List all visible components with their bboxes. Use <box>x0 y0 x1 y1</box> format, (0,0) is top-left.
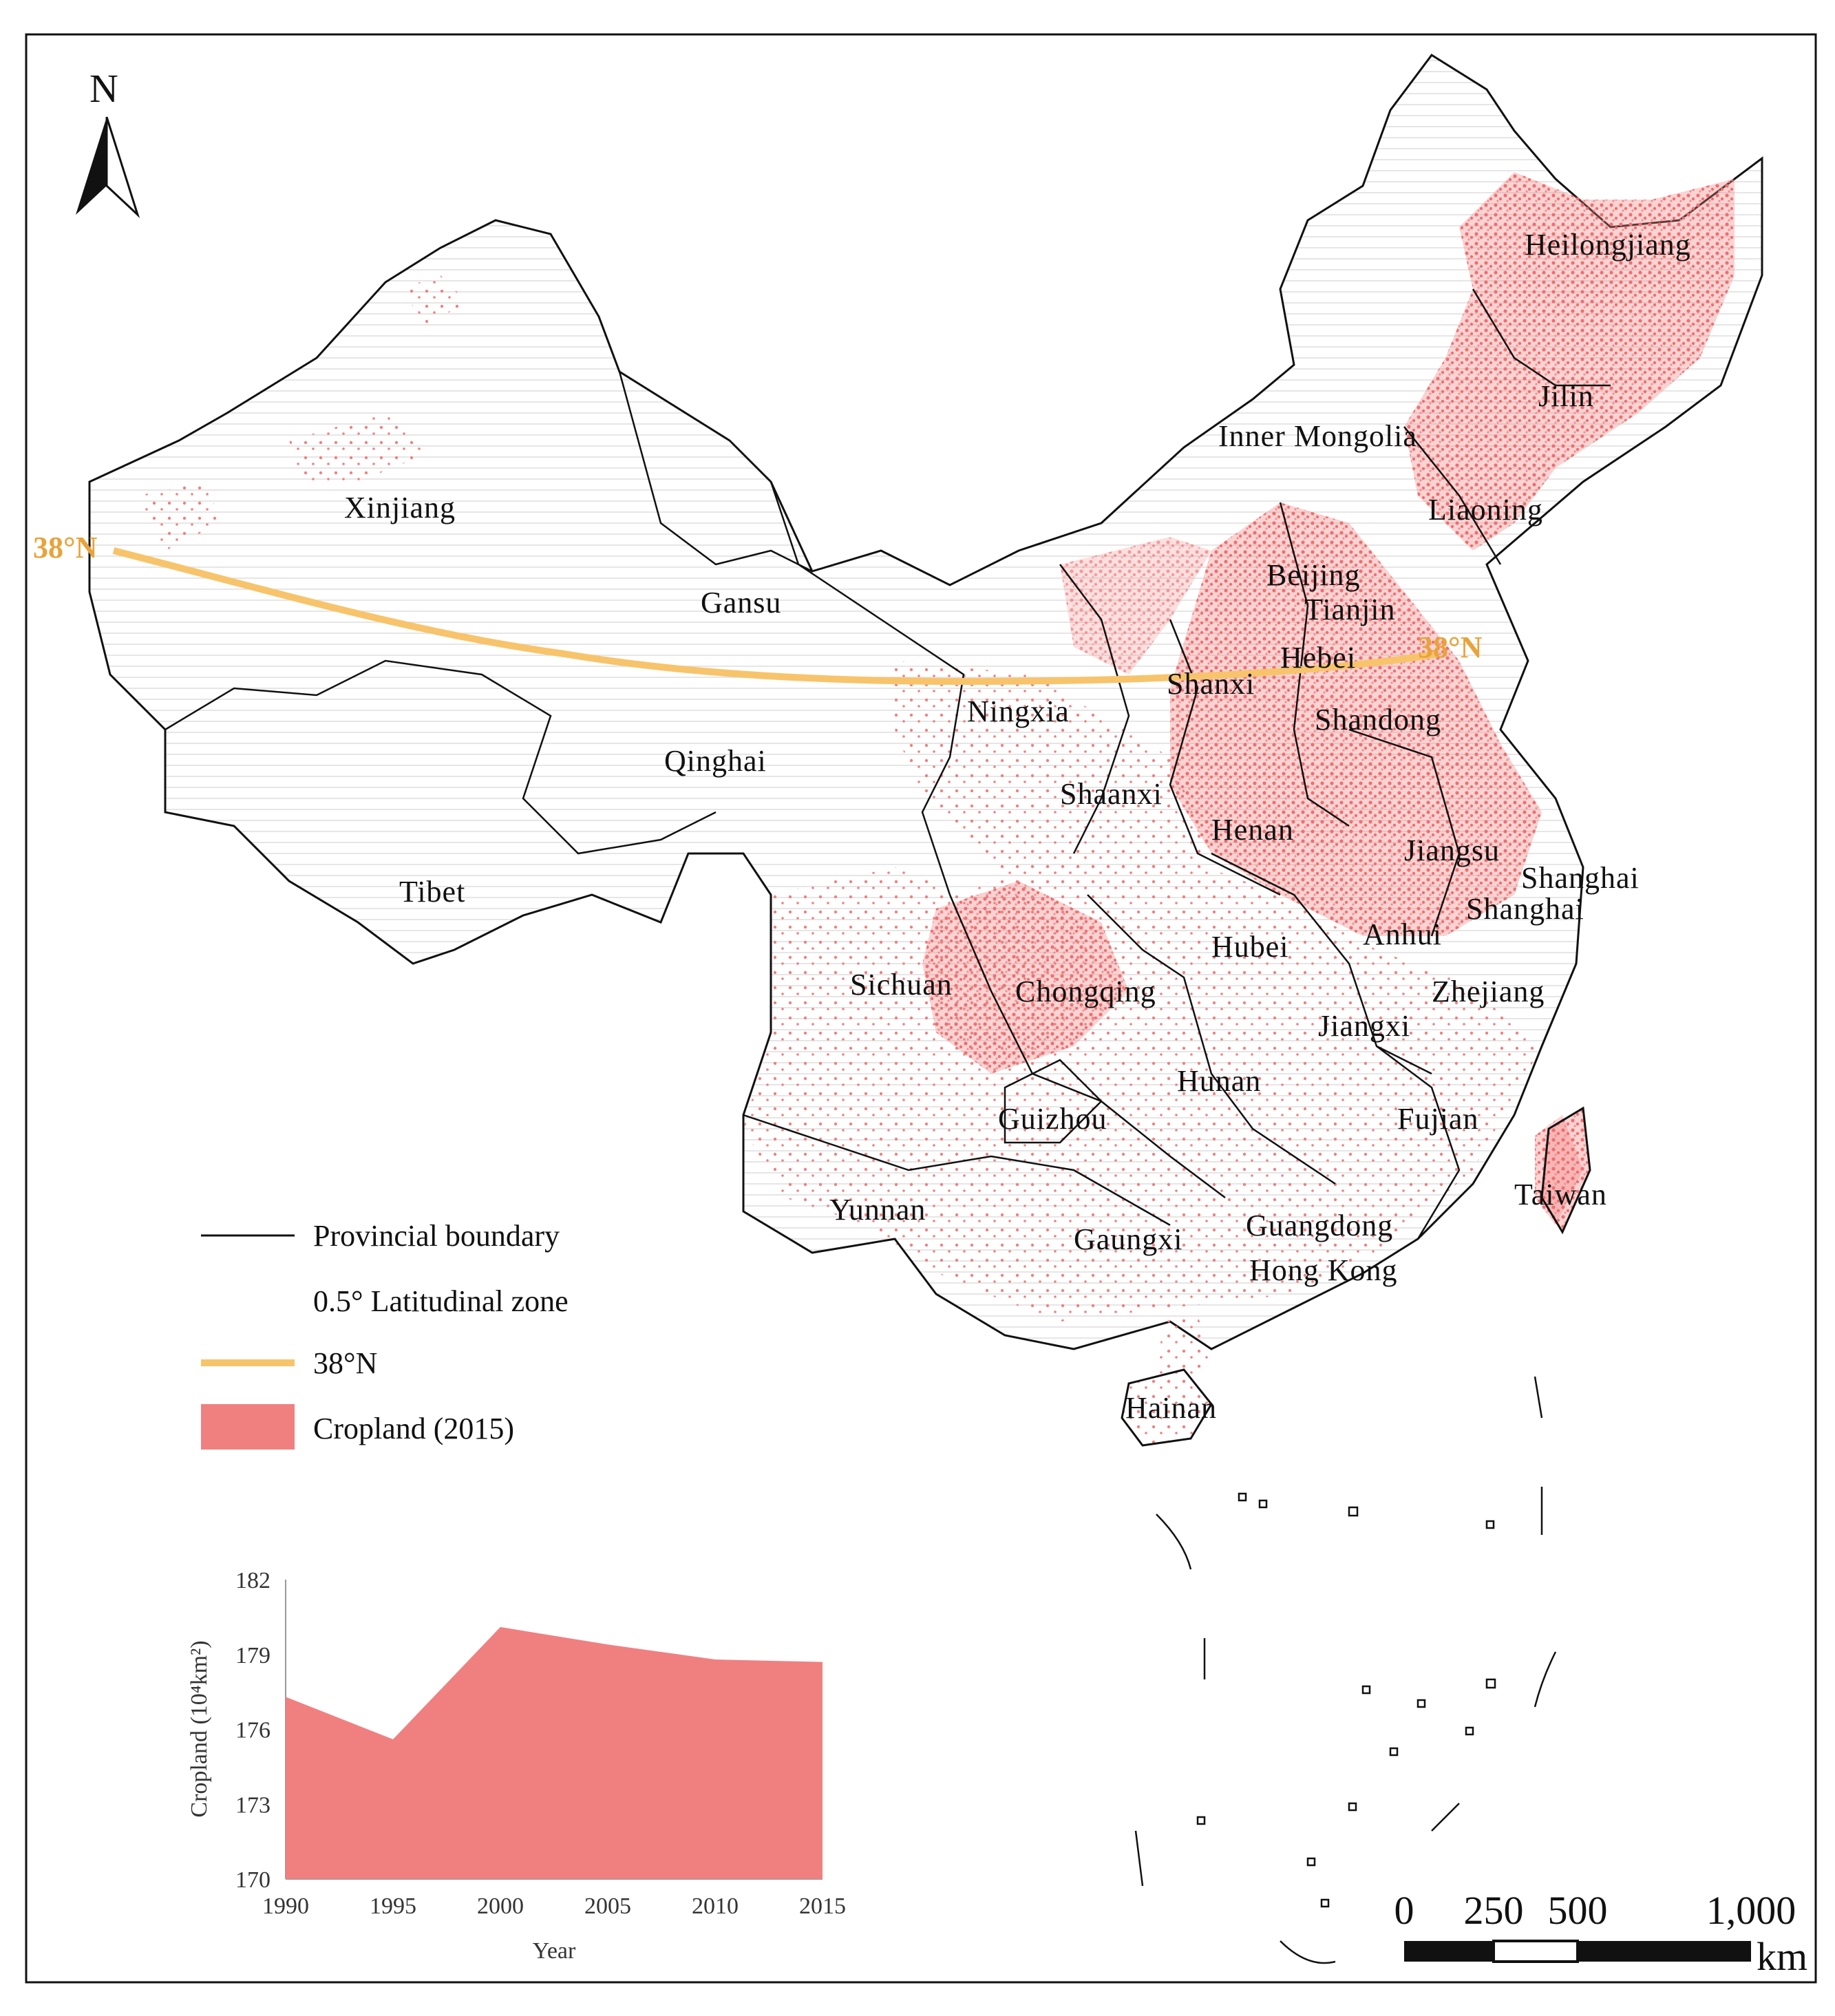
map-frame <box>25 33 1817 1984</box>
province-label: Chongqing <box>1015 975 1156 1008</box>
north-arrow-left-half <box>76 117 107 215</box>
legend-item-label: 0.5° Latitudinal zone <box>313 1284 569 1318</box>
province-label: Shanghai <box>1521 861 1640 895</box>
province-label: Heilongjiang <box>1525 228 1691 262</box>
province-label: Tianjin <box>1304 593 1396 626</box>
x-tick-label: 2000 <box>477 1893 524 1919</box>
province-label: Gaungxi <box>1074 1222 1183 1256</box>
x-tick-label: 1990 <box>262 1893 309 1919</box>
province-label: Zhejiang <box>1432 975 1545 1008</box>
cropland-area-chart: 170 173 176 179 182 1990 1995 2000 2005 … <box>187 1568 846 1964</box>
chart-x-ticks: 1990 1995 2000 2005 2010 2015 <box>262 1893 846 1919</box>
scale-tick-label: 1,000 <box>1706 1888 1796 1933</box>
province-label: Anhui <box>1363 917 1442 951</box>
x-tick-label: 2015 <box>799 1893 846 1919</box>
legend-item-label: Cropland (2015) <box>313 1412 514 1445</box>
province-label: Shanxi <box>1167 667 1255 701</box>
legend: Provincial boundary 0.5° Latitudinal zon… <box>201 1219 569 1450</box>
province-label: Inner Mongolia <box>1218 419 1417 453</box>
scale-tick-label: 250 <box>1464 1888 1524 1933</box>
x-tick-label: 2010 <box>692 1893 739 1919</box>
legend-item-label: Provincial boundary <box>313 1219 560 1253</box>
latitude-38n-line <box>112 547 1439 686</box>
province-label: Jiangsu <box>1404 834 1500 867</box>
provincial-boundaries <box>165 288 1611 1240</box>
province-label: Gansu <box>701 586 781 619</box>
chart-y-ticks: 170 173 176 179 182 <box>235 1568 271 1893</box>
y-tick-label: 179 <box>235 1643 271 1668</box>
scale-bar: 0 250 500 1,000 km <box>1394 1888 1808 1979</box>
province-label: Beijing <box>1266 558 1361 592</box>
legend-symbol-cropland <box>201 1404 295 1450</box>
province-label: Ningxia <box>967 694 1070 728</box>
legend-item-label: 38°N <box>313 1346 377 1380</box>
province-label: Hunan <box>1177 1064 1261 1098</box>
north-arrow-label: N <box>89 66 118 111</box>
province-label: Hong Kong <box>1249 1253 1398 1287</box>
chart-y-axis-title: Cropland (10⁴km²) <box>187 1640 212 1817</box>
province-label: Hubei <box>1211 930 1289 964</box>
province-label: Tibet <box>399 875 465 909</box>
cropland-layer <box>138 172 1735 1397</box>
north-arrow: N <box>76 66 140 218</box>
scale-segment-1 <box>1404 1941 1494 1962</box>
province-label: Guangdong <box>1246 1209 1393 1242</box>
province-label: Guizhou <box>998 1102 1107 1136</box>
province-labels: Heilongjiang Jilin Inner Mongolia Liaoni… <box>344 228 1691 1425</box>
chart-area-series <box>286 1626 823 1879</box>
latitude-38n-left-label: 38°N <box>33 531 98 564</box>
y-tick-label: 182 <box>235 1568 271 1593</box>
province-label: Xinjiang <box>344 491 456 524</box>
y-tick-label: 176 <box>235 1718 271 1743</box>
x-tick-label: 1995 <box>370 1893 416 1919</box>
province-label: Liaoning <box>1428 493 1543 527</box>
south-china-sea-islands <box>1134 1376 1557 1964</box>
province-label: Jiangxi <box>1318 1009 1410 1043</box>
province-label: Shanghai <box>1466 892 1584 926</box>
province-label: Taiwan <box>1514 1178 1607 1211</box>
scale-unit: km <box>1757 1934 1807 1979</box>
chart-x-axis-title: Year <box>533 1938 576 1964</box>
scale-tick-label: 500 <box>1548 1888 1608 1933</box>
y-tick-label: 173 <box>235 1792 271 1818</box>
province-label: Shaanxi <box>1060 777 1163 811</box>
north-arrow-right-half <box>105 116 140 218</box>
latitude-38n-right-label: 38°N <box>1418 630 1483 664</box>
scale-tick-label: 0 <box>1394 1888 1414 1933</box>
province-label: Hainan <box>1125 1391 1217 1425</box>
province-label: Hebei <box>1280 641 1356 675</box>
x-tick-label: 2005 <box>584 1893 631 1919</box>
scale-segment-3 <box>1578 1941 1751 1962</box>
province-label: Henan <box>1211 813 1294 847</box>
province-label: Qinghai <box>664 744 767 778</box>
province-label: Fujian <box>1397 1102 1478 1136</box>
hainan-outline <box>1121 1368 1213 1447</box>
province-label: Yunnan <box>829 1193 926 1227</box>
province-label: Shandong <box>1315 703 1441 736</box>
taiwan-outline <box>1540 1106 1591 1235</box>
province-label: Jilin <box>1538 379 1594 413</box>
scale-segment-2 <box>1492 1940 1579 1963</box>
y-tick-label: 170 <box>235 1867 271 1893</box>
province-label: Sichuan <box>850 968 953 1001</box>
